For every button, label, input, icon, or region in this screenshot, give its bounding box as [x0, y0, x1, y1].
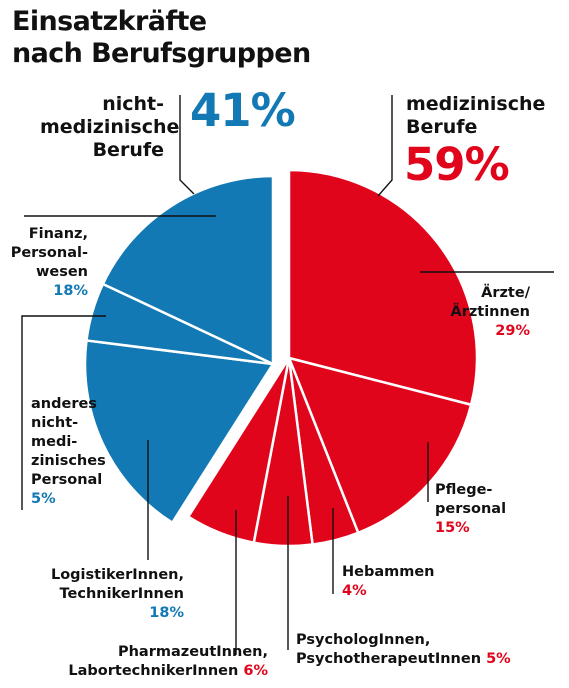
label-aerzte-line-1: Ärzte/	[481, 285, 530, 301]
label-logistik: LogistikerInnen, TechnikerInnen 18%	[10, 566, 184, 623]
label-aerzte-line-2: Ärztinnen	[450, 304, 530, 320]
label-psycho-line-2: PsychotherapeutInnen	[296, 651, 482, 667]
label-logistik-percent: 18%	[149, 605, 184, 621]
label-finanz-line-1: Finanz,	[28, 226, 88, 242]
label-hebammen-percent: 4%	[342, 583, 367, 599]
label-finanz: Finanz, Personal- wesen 18%	[10, 225, 88, 301]
pie-slice-7	[101, 174, 275, 366]
label-anderes-line-4: zinisches	[31, 453, 106, 469]
non-medical-label-line-3: Berufe	[92, 139, 164, 161]
label-anderes-line-5: Personal	[31, 472, 103, 488]
label-pharma-line-1: PharmazeutInnen,	[117, 644, 268, 660]
label-anderes-percent: 5%	[31, 491, 56, 507]
label-psycho-percent: 5%	[486, 651, 511, 667]
title-line-2: nach Berufsgruppen	[12, 38, 311, 69]
label-anderes: anderes nicht- medi- zinisches Personal …	[31, 395, 106, 509]
label-finanz-percent: 18%	[53, 283, 88, 299]
label-psycho-line-1: PsychologInnen,	[296, 632, 431, 648]
non-medical-label-line-1: nicht-	[102, 93, 164, 115]
label-pflege: Pflege- personal 15%	[435, 481, 506, 538]
label-pflege-line-1: Pflege-	[435, 482, 493, 498]
label-logistik-line-2: TechnikerInnen	[59, 586, 184, 602]
label-pharma-percent: 6%	[243, 663, 268, 679]
label-aerzte: Ärzte/ Ärztinnen 29%	[440, 284, 530, 341]
leader-anderes	[21, 315, 106, 510]
medical-group-label: medizinische Berufe	[406, 93, 545, 139]
leader-medical-group	[377, 95, 393, 197]
label-anderes-line-2: nicht-	[31, 415, 79, 431]
non-medical-label-line-2: medizinische	[40, 116, 180, 138]
chart-title: Einsatzkräfte nach Berufsgruppen	[12, 6, 311, 70]
label-pharma-line-2: LabortechnikerInnen	[68, 663, 239, 679]
label-pharma: PharmazeutInnen, LabortechnikerInnen 6%	[40, 643, 268, 681]
pie-slice-4	[187, 356, 291, 544]
pie-slice-0	[287, 168, 479, 407]
label-hebammen-line-1: Hebammen	[342, 564, 435, 580]
label-logistik-line-1: LogistikerInnen,	[50, 567, 184, 583]
title-line-1: Einsatzkräfte	[12, 6, 207, 37]
pie-slice-5	[83, 339, 275, 524]
label-anderes-line-3: medi-	[31, 434, 78, 450]
label-hebammen: Hebammen 4%	[342, 563, 435, 601]
medical-group-percent: 59%	[404, 138, 510, 191]
label-anderes-line-1: anderes	[31, 396, 97, 412]
label-psycho: PsychologInnen, PsychotherapeutInnen 5%	[296, 631, 511, 669]
leader-non-medical-group	[179, 95, 195, 195]
label-finanz-line-3: wesen	[35, 264, 88, 280]
non-medical-group-label: nicht- medizinische Berufe	[40, 93, 180, 162]
medical-label-line-2: Berufe	[406, 116, 478, 138]
non-medical-group-percent: 41%	[190, 84, 296, 137]
medical-label-line-1: medizinische	[406, 93, 546, 115]
label-pflege-line-2: personal	[435, 501, 507, 517]
label-aerzte-percent: 29%	[495, 323, 530, 339]
label-pflege-percent: 15%	[435, 520, 470, 536]
label-finanz-line-2: Personal-	[10, 245, 88, 261]
pie-slice-1	[287, 356, 473, 535]
